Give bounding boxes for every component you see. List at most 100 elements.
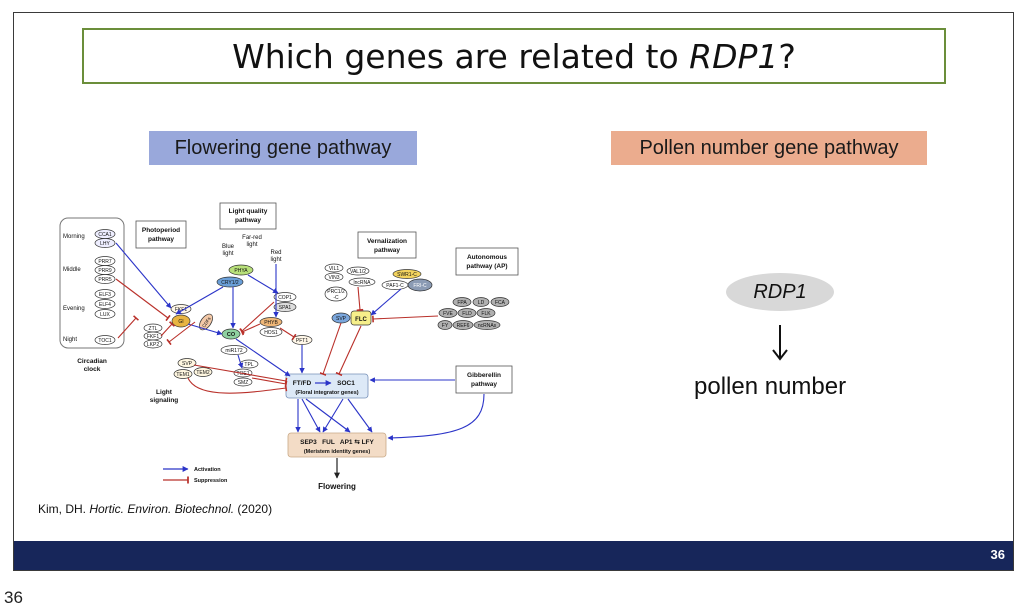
autonomous-label-2: pathway (AP): [466, 263, 507, 270]
vernalization-label-1: Vernalization: [367, 238, 407, 245]
legend-activation-label: Activation: [194, 467, 221, 473]
edge-ap-flc: [372, 315, 439, 323]
meristem-subtitle: (Meristem identity genes): [304, 449, 370, 455]
slide: Which genes are related to RDP1? Floweri…: [13, 12, 1014, 571]
gene-flk: FLK: [481, 311, 491, 317]
edge-ztl-gi: [160, 321, 175, 337]
gene-fy: FY: [442, 323, 449, 329]
gene-pft1: PFT1: [296, 338, 308, 344]
gene-ztl: ZTL: [149, 326, 158, 332]
gene-svp-2: SVP: [336, 316, 347, 322]
gene-swr1c: SWR1-C: [397, 272, 417, 278]
edge-cdf-co-supp: [166, 321, 196, 346]
edge-ft-ap1: [305, 398, 351, 433]
integrator-ftfd: FT/FD: [293, 380, 312, 387]
edge-flc-ft: [335, 325, 362, 377]
gene-ref6: REF6: [457, 323, 470, 329]
gene-fkf1: FKF1: [175, 307, 187, 313]
legend-suppression-label: Suppression: [194, 478, 228, 484]
gene-lhy: LHY: [100, 241, 110, 247]
gene-cop1: COP1: [278, 295, 292, 301]
farred-light-2: light: [246, 242, 257, 248]
light-quality-label-2: pathway: [235, 217, 261, 224]
circadian-label-1: Circadian: [77, 358, 107, 365]
citation: Kim, DH. Hortic. Environ. Biotechnol. (2…: [38, 502, 273, 516]
edge-phyb-co: [239, 323, 261, 336]
light-signaling-1: Light: [156, 389, 173, 396]
edge-toe-ft: [251, 377, 288, 388]
down-arrow-icon: [772, 325, 788, 361]
gene-prr5: PRR5: [98, 277, 112, 283]
circadian-morning: Morning: [63, 234, 85, 240]
farred-light-1: Far-red: [242, 235, 262, 241]
gene-lncrna: lncRNA: [354, 280, 372, 286]
edge-cca1-fkf1: [115, 242, 172, 309]
integrator-soc1: SOC1: [337, 380, 355, 387]
flowering-pathway-label: Flowering gene pathway: [149, 131, 417, 165]
gene-cca1: CCA1: [98, 232, 112, 238]
gibberellin-box: [455, 365, 513, 394]
pollen-number-label: pollen number: [694, 373, 847, 400]
edge-swr1-flc: [370, 288, 402, 316]
title-box: Which genes are related to RDP1?: [82, 28, 946, 84]
edge-tem-ft: [187, 377, 288, 394]
edge-cop1-co: [239, 301, 275, 334]
gene-fpa: FPA: [457, 300, 467, 306]
gene-cry12: CRY1/2: [221, 280, 239, 286]
gene-tpl: TPL: [244, 362, 253, 368]
flowering-pathway-diagram: Morning Middle Evening Night CCA1 LHY PR…: [59, 202, 519, 491]
gene-phyb: PHYB: [264, 320, 278, 326]
gene-fld: FLD: [462, 311, 472, 317]
slide-title: Which genes are related to RDP1?: [232, 36, 796, 76]
gene-lkp2: LKP2: [147, 342, 159, 348]
edge-toc1-cca1: [117, 315, 139, 339]
edge-vern-flc: [356, 286, 364, 312]
gene-vil1: VIL1: [329, 266, 340, 272]
gene-paf1c: PAF1-C: [386, 283, 404, 289]
gene-gi: GI: [178, 319, 183, 325]
flowering-label: Flowering: [318, 482, 356, 491]
gene-cdfs: CDFs: [201, 316, 212, 329]
gene-fkf1-b: FKF1: [147, 334, 159, 340]
gene-fve: FVE: [443, 311, 453, 317]
integrator-subtitle: (Floral integrator genes): [295, 390, 358, 396]
edge-ga-lfy: [387, 393, 485, 441]
photoperiod-box: [135, 220, 187, 249]
autonomous-label-1: Autonomous: [467, 254, 507, 261]
gene-fric: FRI-C: [413, 283, 427, 289]
edge-gi-co: [187, 323, 223, 336]
gibberellin-label-1: Gibberellin: [467, 372, 501, 379]
edge-phya-co: [247, 274, 279, 294]
gene-prc12-2: -C: [333, 295, 339, 301]
blue-light-1: Blue: [222, 244, 235, 250]
edge-svp-ft2: [319, 322, 342, 376]
circadian-middle: Middle: [63, 267, 81, 273]
circadian-evening: Evening: [63, 306, 85, 312]
edge-ft-ful: [301, 398, 321, 433]
gene-fca: FCA: [495, 300, 506, 306]
gene-tem1: TEM1: [176, 372, 190, 378]
edge-svp-ft: [193, 364, 288, 385]
edge-prr-co: [115, 278, 171, 322]
gene-elf4: ELF4: [99, 302, 111, 308]
meristem-identity-box: [287, 432, 387, 458]
gene-ld: LD: [478, 300, 485, 306]
vernalization-label-2: pathway: [374, 247, 400, 254]
gene-smz: SMZ: [238, 380, 249, 386]
gene-co: CO: [227, 332, 236, 338]
gene-phya: PHYA: [234, 268, 248, 274]
light-quality-label-1: Light quality: [229, 208, 268, 215]
rdp1-oval: RDP1: [726, 273, 834, 311]
gene-svp: SVP: [182, 361, 193, 367]
vernalization-box: [357, 231, 417, 259]
edge-soc1-ful: [322, 398, 344, 433]
photoperiod-label-2: pathway: [148, 236, 174, 243]
pollen-pathway-label: Pollen number gene pathway: [611, 131, 927, 165]
circadian-night: Night: [63, 337, 77, 343]
edge-cry-co: [175, 286, 224, 315]
meristem-genes: SEP3 FUL AP1 ⇆ LFY: [300, 438, 374, 446]
gene-lux: LUX: [100, 312, 110, 318]
gene-toc1: TOC1: [98, 338, 111, 344]
light-quality-box: [219, 202, 277, 230]
title-gene-name: RDP1: [689, 36, 779, 76]
